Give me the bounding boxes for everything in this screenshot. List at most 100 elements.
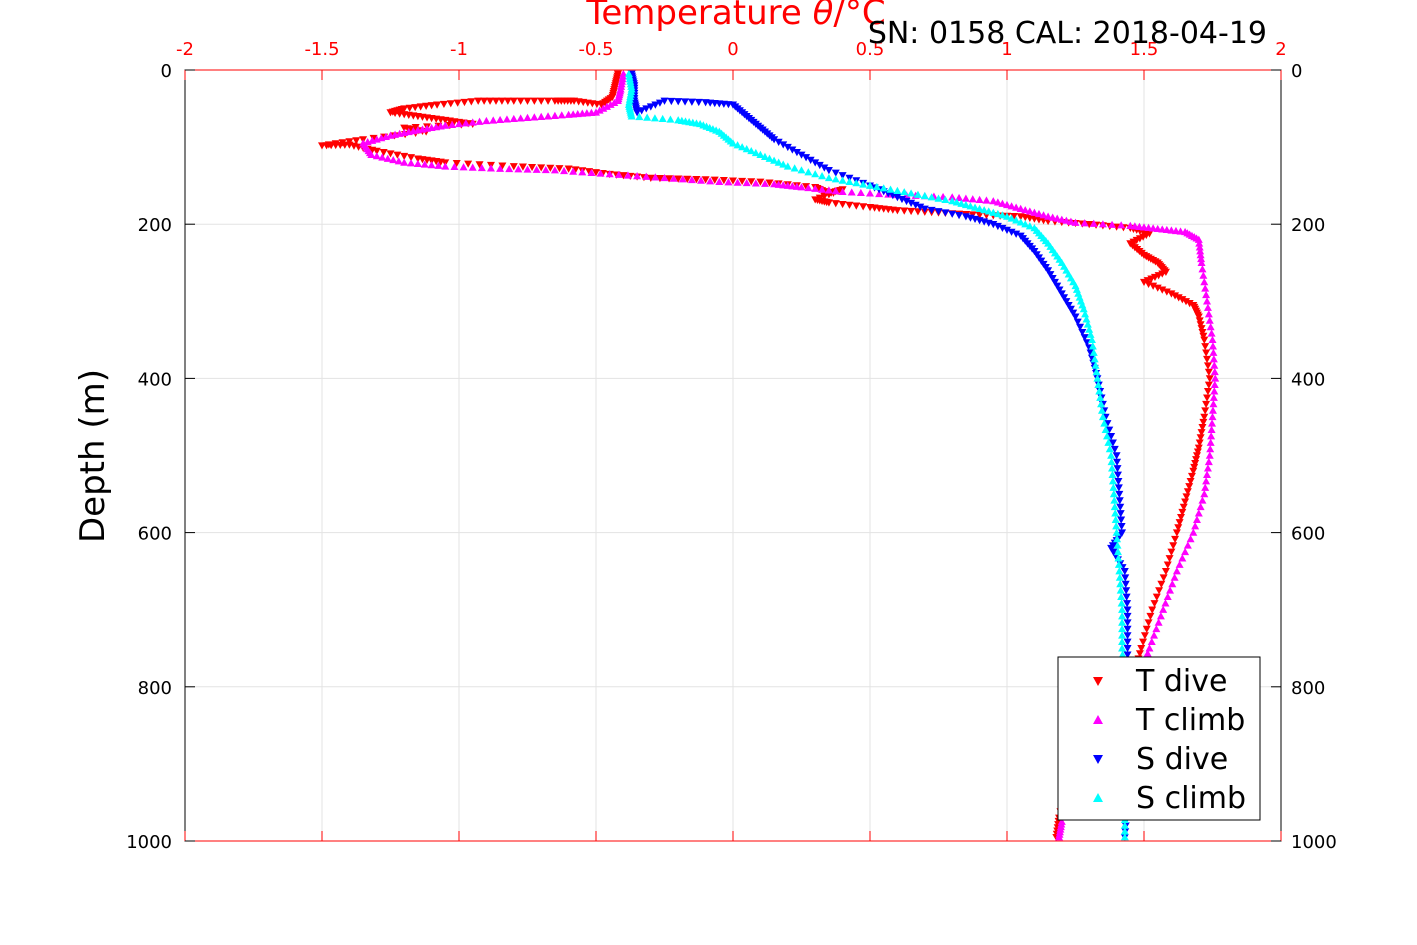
data-point bbox=[998, 211, 1007, 219]
data-point bbox=[1105, 445, 1114, 453]
data-point bbox=[1208, 335, 1217, 344]
data-point bbox=[1123, 619, 1132, 627]
data-point bbox=[475, 117, 484, 125]
data-point bbox=[1085, 325, 1094, 333]
data-point bbox=[1139, 638, 1148, 646]
data-point bbox=[1057, 290, 1066, 298]
data-point bbox=[477, 163, 486, 172]
data-point bbox=[1202, 349, 1211, 357]
data-point bbox=[1007, 228, 1016, 236]
data-point bbox=[352, 137, 361, 145]
data-point bbox=[1091, 361, 1100, 369]
data-point bbox=[1110, 502, 1119, 511]
data-point bbox=[1012, 203, 1021, 211]
data-point bbox=[544, 97, 553, 105]
data-point bbox=[537, 164, 546, 172]
data-point bbox=[701, 176, 710, 184]
data-point bbox=[1107, 457, 1116, 466]
data-point bbox=[1178, 554, 1187, 562]
data-point bbox=[838, 200, 847, 209]
data-point bbox=[1034, 209, 1043, 218]
data-point bbox=[646, 103, 655, 111]
data-point bbox=[1205, 316, 1214, 324]
data-point bbox=[1069, 309, 1078, 317]
data-point bbox=[1156, 612, 1165, 620]
data-point bbox=[1203, 303, 1212, 311]
data-point bbox=[651, 173, 660, 181]
data-point bbox=[1199, 332, 1208, 340]
data-point bbox=[1208, 342, 1217, 350]
data-point bbox=[372, 147, 381, 155]
data-point bbox=[1147, 637, 1156, 646]
data-point bbox=[1159, 605, 1168, 613]
data-point bbox=[1079, 305, 1088, 313]
data-point bbox=[1085, 221, 1094, 229]
data-point bbox=[1053, 282, 1062, 290]
data-point bbox=[420, 160, 429, 168]
data-point bbox=[550, 111, 559, 119]
data-point bbox=[715, 177, 724, 185]
data-point bbox=[1205, 451, 1214, 459]
data-point bbox=[783, 143, 792, 152]
data-point bbox=[537, 97, 546, 105]
data-point bbox=[674, 175, 683, 183]
data-point bbox=[1172, 567, 1181, 575]
data-point bbox=[1117, 592, 1126, 601]
data-point bbox=[859, 203, 868, 211]
data-point bbox=[1165, 555, 1174, 563]
data-point bbox=[802, 154, 811, 162]
data-point bbox=[1082, 315, 1091, 323]
data-point bbox=[475, 161, 484, 169]
data-point bbox=[560, 166, 569, 175]
series-t-dive bbox=[318, 70, 1214, 842]
data-point bbox=[1194, 235, 1203, 243]
data-point bbox=[852, 179, 861, 187]
data-point bbox=[859, 180, 868, 188]
data-point bbox=[824, 173, 833, 182]
data-point bbox=[1149, 282, 1158, 290]
data-point bbox=[920, 191, 929, 200]
data-point bbox=[804, 168, 813, 176]
data-point bbox=[383, 154, 392, 162]
data-point bbox=[1096, 393, 1105, 401]
data-point bbox=[1082, 339, 1091, 347]
data-point bbox=[747, 178, 756, 186]
data-point bbox=[439, 100, 448, 109]
data-point bbox=[1108, 439, 1117, 447]
data-point bbox=[1118, 618, 1127, 626]
data-point bbox=[1167, 548, 1176, 556]
data-point bbox=[1204, 310, 1213, 318]
data-point bbox=[886, 185, 895, 193]
data-point bbox=[1207, 432, 1216, 440]
data-point bbox=[1118, 612, 1127, 620]
y-tick-label-left: 1000 bbox=[126, 832, 172, 853]
data-point bbox=[692, 176, 701, 184]
data-point bbox=[1196, 321, 1205, 329]
data-point bbox=[706, 177, 715, 185]
data-point bbox=[372, 135, 381, 143]
data-point bbox=[1122, 587, 1131, 595]
data-point bbox=[1121, 574, 1130, 582]
data-point bbox=[1140, 632, 1149, 640]
data-point bbox=[804, 183, 813, 192]
y-tick-label-right: 400 bbox=[1291, 369, 1325, 390]
data-point bbox=[856, 188, 865, 197]
data-point bbox=[948, 193, 957, 201]
data-point bbox=[1123, 600, 1132, 608]
data-point bbox=[1083, 320, 1092, 328]
y-tick-label-right: 800 bbox=[1291, 678, 1325, 699]
data-point bbox=[872, 182, 881, 191]
data-point bbox=[1161, 567, 1170, 576]
data-point bbox=[482, 116, 491, 125]
data-point bbox=[1097, 400, 1106, 408]
data-point bbox=[1167, 290, 1176, 298]
x-tick-label: -1.5 bbox=[304, 39, 339, 60]
data-point bbox=[1175, 519, 1184, 527]
data-point bbox=[523, 113, 532, 122]
data-point bbox=[984, 207, 993, 215]
data-point bbox=[468, 118, 477, 126]
data-point bbox=[1144, 280, 1153, 288]
data-point bbox=[655, 174, 664, 183]
data-point bbox=[1098, 220, 1107, 228]
